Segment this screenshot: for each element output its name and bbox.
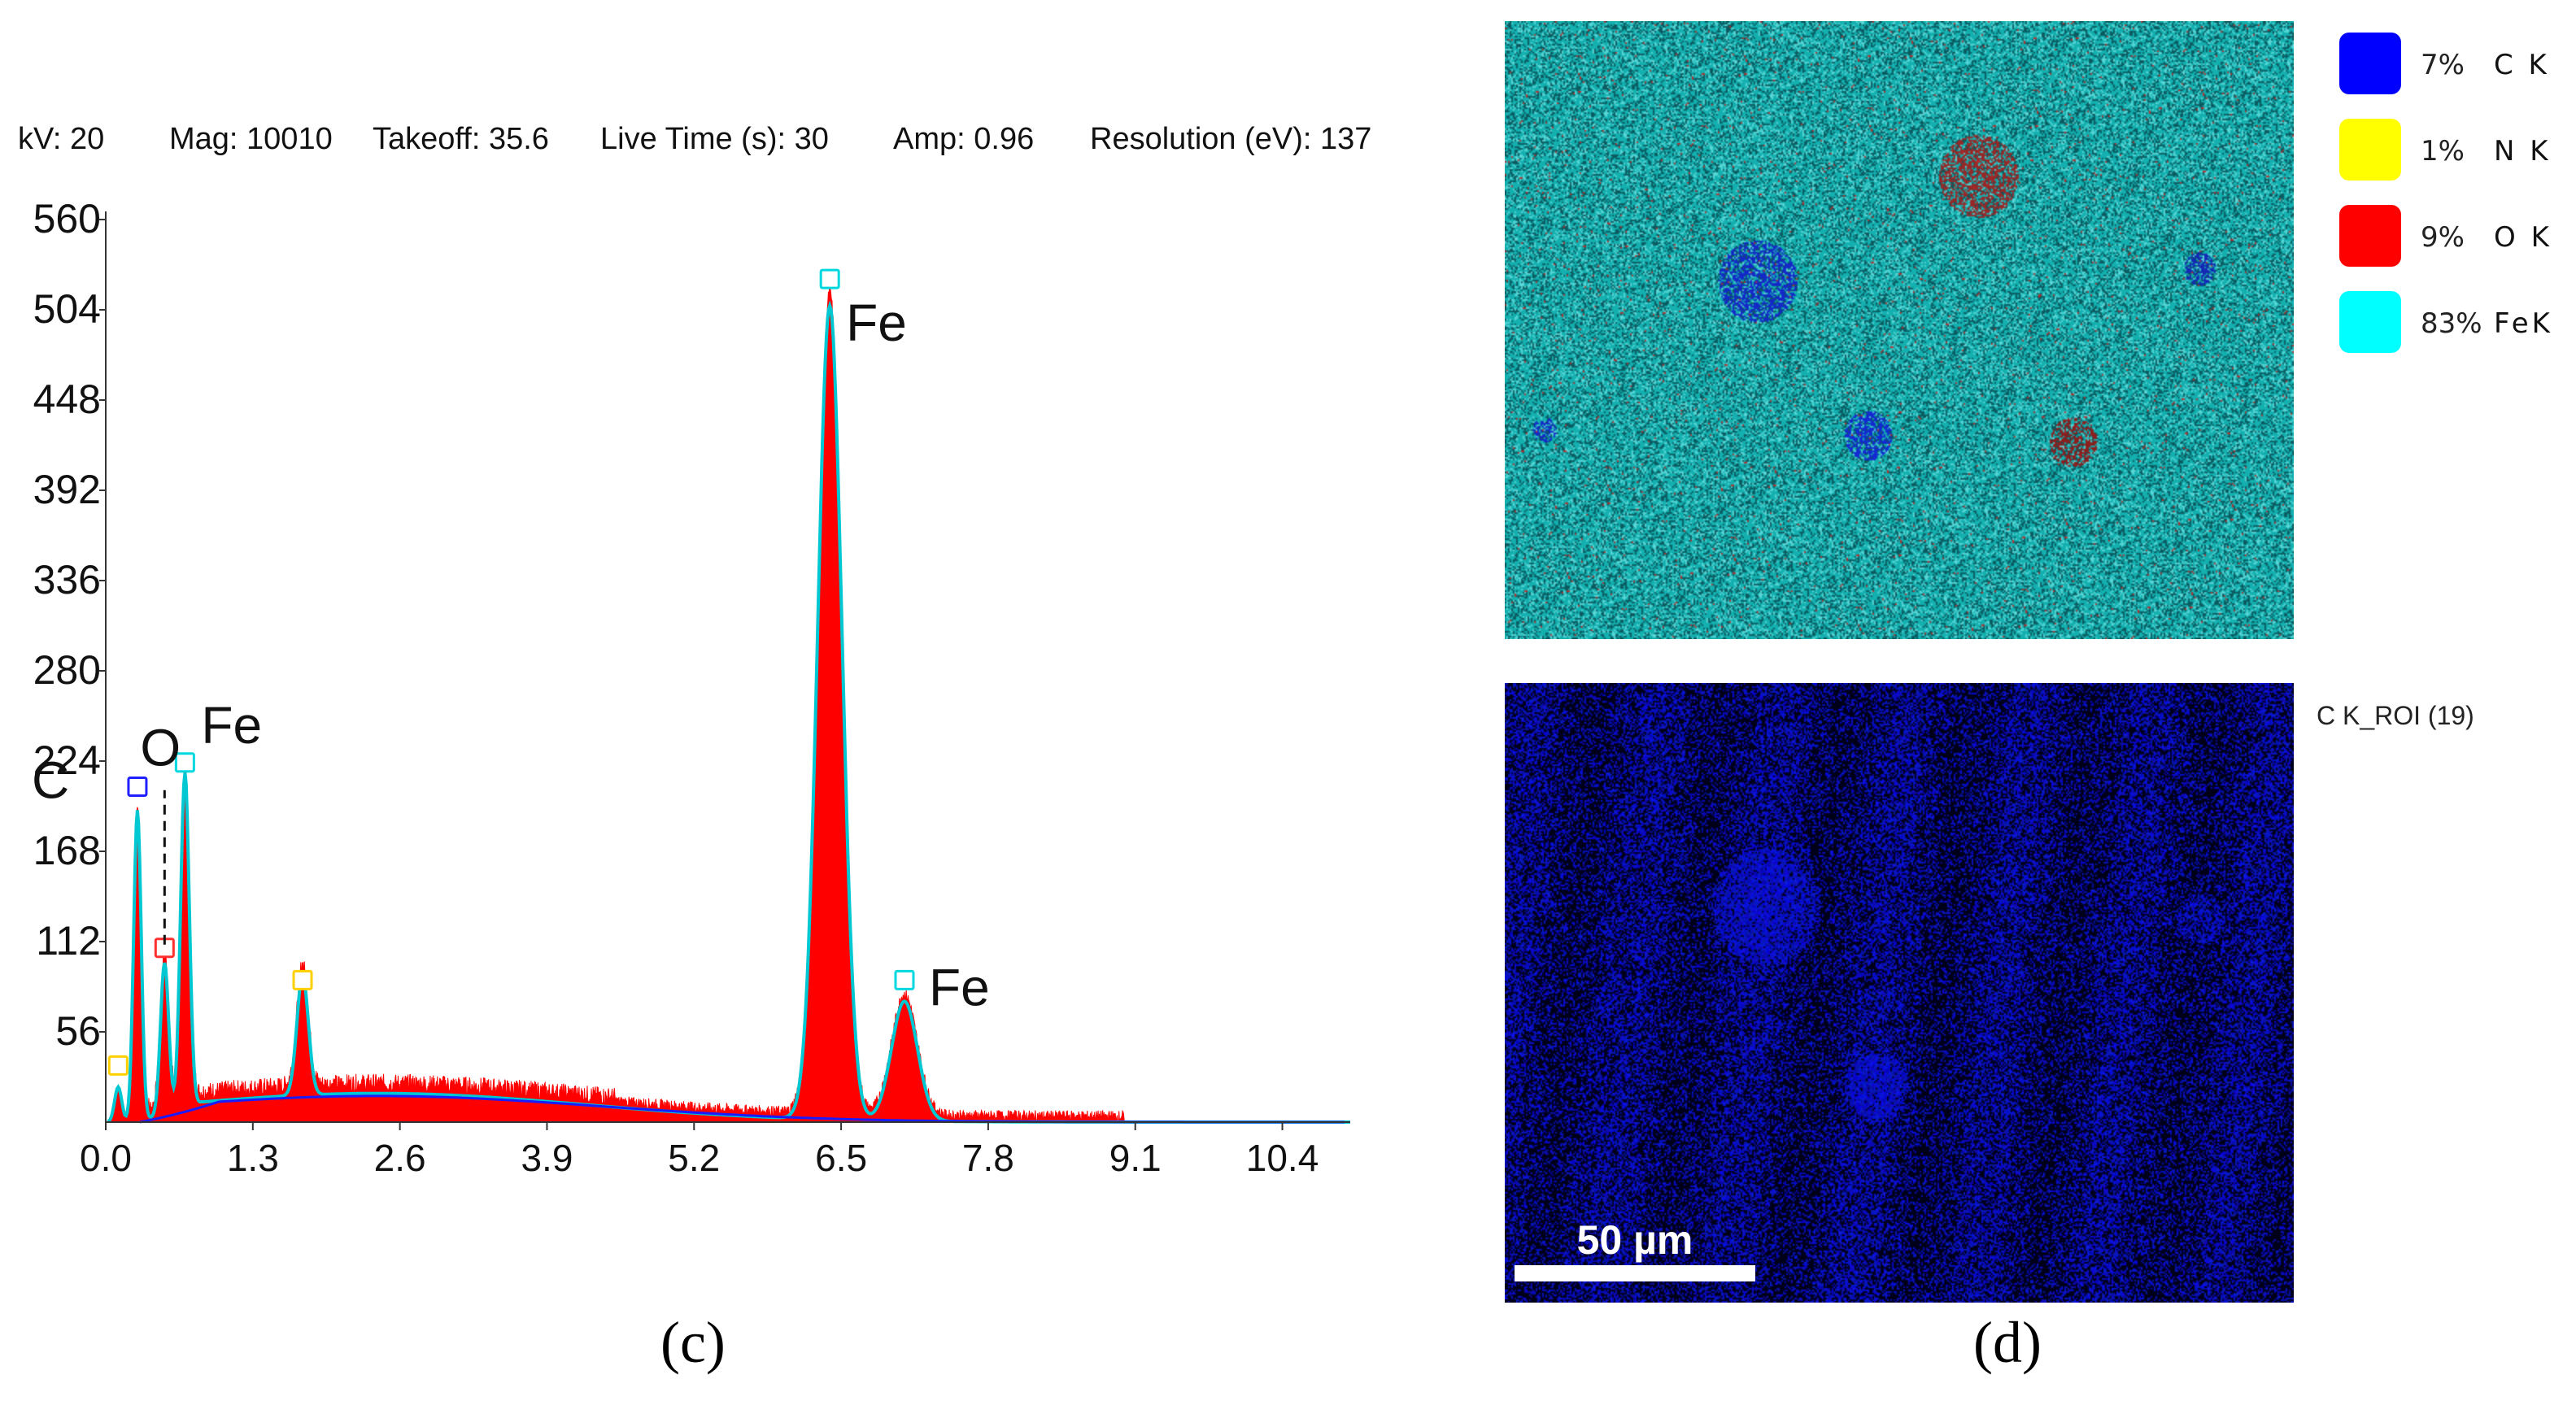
y-tick-label: 168 xyxy=(33,828,101,873)
peak-marker xyxy=(127,776,148,797)
y-tick-label: 392 xyxy=(33,467,101,512)
live-time-value: Live Time (s): 30 xyxy=(600,122,829,156)
peak-label-fe-kb: Fe xyxy=(929,958,990,1016)
takeoff-value: Takeoff: 35.6 xyxy=(373,122,549,156)
legend-swatch-c xyxy=(2339,33,2401,94)
legend-percent-n: 1% xyxy=(2421,135,2465,168)
x-tick-label: 3.9 xyxy=(521,1137,573,1179)
legend-swatch-fe xyxy=(2339,291,2401,353)
legend-percent-fe: 83% xyxy=(2421,307,2482,340)
x-tick-label: 1.3 xyxy=(227,1137,279,1179)
y-tick-label: 56 xyxy=(55,1008,101,1054)
y-tick-label: 280 xyxy=(33,647,101,693)
panel-label-d: (d) xyxy=(1973,1310,2042,1375)
x-tick-label: 6.5 xyxy=(815,1137,867,1179)
y-tick-label: 448 xyxy=(33,376,101,422)
peak-marker xyxy=(894,969,915,990)
peak-label-fe-l: Fe xyxy=(201,696,262,755)
resolution-value: Resolution (eV): 137 xyxy=(1090,122,1372,156)
legend-percent-c: 7% xyxy=(2421,49,2465,81)
legend-item-c: 7% C K xyxy=(2339,33,2575,98)
eds-spectrum-chart: 0.0 1.3 2.6 3.9 5.2 6.5 7.8 9.1 10.4 56 112 168 224 2… xyxy=(32,196,1350,1179)
peak-label-fe-ka: Fe xyxy=(846,294,907,352)
legend-element-n: N K xyxy=(2494,135,2552,168)
carbon-roi-map: 50 µm xyxy=(1505,683,2294,1303)
acquisition-parameters: kV: 20 Mag: 10010 Takeoff: 35.6 Live Tim… xyxy=(18,122,1401,171)
legend-percent-o: 9% xyxy=(2421,221,2465,254)
y-tick-label: 224 xyxy=(33,737,101,783)
x-tick-label: 5.2 xyxy=(668,1137,720,1179)
legend-swatch-n xyxy=(2339,119,2401,181)
x-tick-label: 0.0 xyxy=(80,1137,132,1179)
peak-label-c: C xyxy=(32,751,69,809)
legend-element-fe: FeK xyxy=(2494,307,2553,340)
x-tick-label: 10.4 xyxy=(1246,1137,1319,1179)
x-tick-label: 2.6 xyxy=(374,1137,426,1179)
y-tick-label: 504 xyxy=(33,286,101,332)
spectrum-fill xyxy=(107,286,1350,1124)
mag-value: Mag: 10010 xyxy=(169,122,333,156)
legend-element-o: O K xyxy=(2494,221,2552,254)
scale-bar: 50 µm xyxy=(1515,1216,1755,1283)
kv-value: kV: 20 xyxy=(18,122,105,156)
legend-item-fe: 83% FeK xyxy=(2339,291,2575,356)
legend-item-o: 9% O K xyxy=(2339,205,2575,270)
composite-element-map xyxy=(1505,21,2294,639)
peak-marker xyxy=(292,969,313,990)
peak-marker xyxy=(819,268,840,289)
x-tick-label: 9.1 xyxy=(1109,1137,1162,1179)
scale-bar-label: 50 µm xyxy=(1576,1217,1693,1263)
amp-value: Amp: 0.96 xyxy=(893,122,1035,156)
x-tick-label: 7.8 xyxy=(962,1137,1014,1179)
peak-marker xyxy=(174,752,195,773)
peak-marker xyxy=(107,1055,129,1076)
fit-line xyxy=(107,300,1350,1124)
legend-element-c: C K xyxy=(2494,49,2550,81)
legend-item-n: 1% N K xyxy=(2339,119,2575,184)
roi-label: C K_ROI (19) xyxy=(2317,701,2474,730)
y-tick-label: 336 xyxy=(33,557,101,603)
scale-bar-line xyxy=(1515,1265,1755,1281)
legend-swatch-o xyxy=(2339,205,2401,267)
y-tick-label: 560 xyxy=(33,196,101,241)
peak-label-o: O xyxy=(140,719,181,777)
y-tick-label: 112 xyxy=(36,918,101,964)
panel-label-c: (c) xyxy=(660,1310,726,1375)
